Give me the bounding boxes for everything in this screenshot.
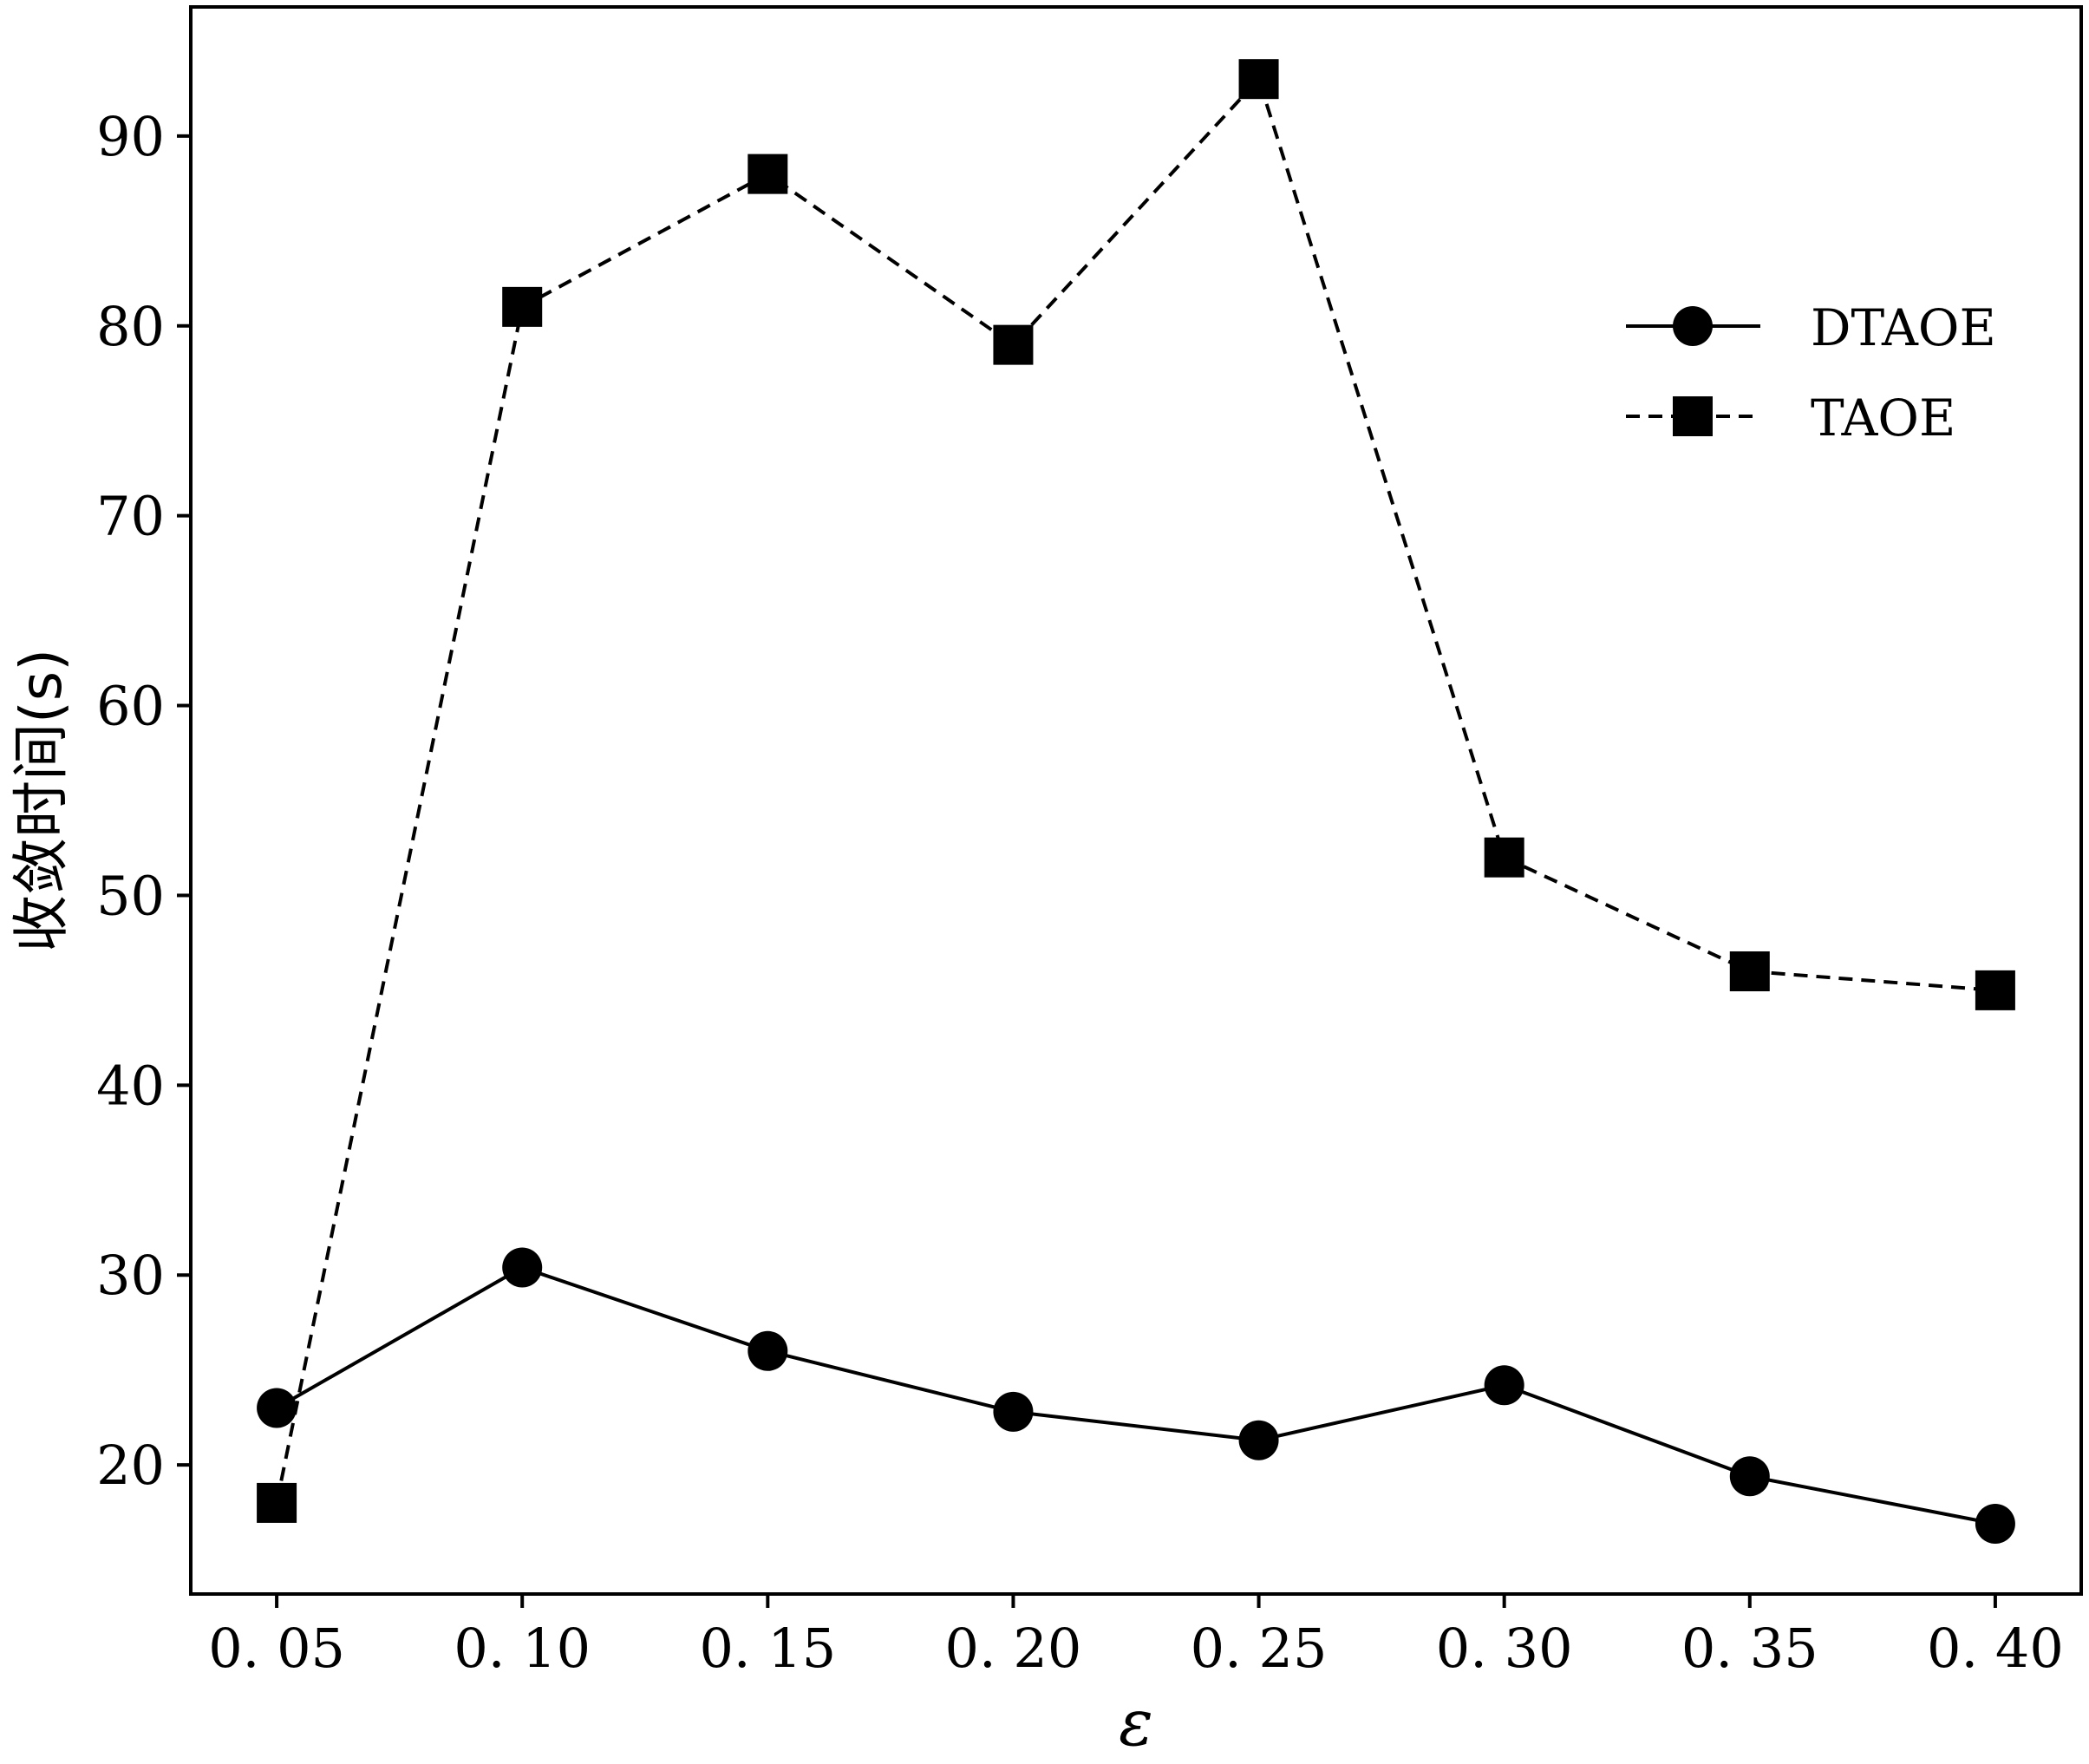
data-point-taoe xyxy=(1484,837,1524,878)
legend-marker-taoe xyxy=(1673,396,1713,436)
data-point-taoe xyxy=(993,324,1034,365)
y-tick-label: 70 xyxy=(96,485,165,548)
data-point-dtaoe xyxy=(1729,1456,1770,1497)
data-point-dtaoe xyxy=(993,1391,1034,1432)
series-layer xyxy=(257,59,2015,1545)
data-point-dtaoe xyxy=(747,1330,788,1371)
data-point-taoe xyxy=(257,1482,297,1523)
x-tick-label: 0. 35 xyxy=(1681,1617,1818,1680)
x-tick-label: 0. 30 xyxy=(1436,1617,1573,1680)
x-axis: 0. 05 0. 10 0. 15 0. 20 0. 25 0. 30 0. 35 0. 40 xyxy=(208,1594,2064,1680)
data-point-dtaoe xyxy=(257,1388,297,1428)
y-tick-label: 60 xyxy=(96,675,165,738)
x-axis-title: ε xyxy=(1119,1686,1153,1761)
series-line-dtaoe xyxy=(276,1265,1996,1526)
x-tick-label: 0. 15 xyxy=(699,1617,836,1680)
x-tick-label: 0. 05 xyxy=(208,1617,345,1680)
series-line-taoe xyxy=(275,75,1996,1504)
y-tick-label: 40 xyxy=(96,1054,165,1117)
x-tick-label: 0. 10 xyxy=(454,1617,591,1680)
y-tick-label: 90 xyxy=(96,105,165,168)
data-point-dtaoe xyxy=(1238,1420,1279,1460)
y-axis-title: 收敛时间(s) xyxy=(8,649,75,952)
data-point-taoe xyxy=(1238,59,1279,100)
legend-label-taoe: TAOE xyxy=(1811,389,1955,448)
data-point-taoe xyxy=(747,154,788,194)
data-point-dtaoe xyxy=(1484,1365,1524,1406)
data-point-dtaoe xyxy=(1975,1504,2015,1545)
y-tick-label: 20 xyxy=(96,1434,165,1497)
legend-marker-dtaoe xyxy=(1673,306,1713,346)
data-point-taoe xyxy=(502,286,543,327)
y-tick-label: 30 xyxy=(96,1244,165,1307)
y-tick-label: 80 xyxy=(96,295,165,358)
legend-label-dtaoe: DTAOE xyxy=(1811,298,1996,357)
data-point-taoe xyxy=(1975,970,2015,1010)
y-tick-label: 50 xyxy=(96,864,165,927)
y-axis: 20 30 40 50 60 70 80 90 xyxy=(96,105,191,1497)
x-tick-label: 0. 25 xyxy=(1191,1617,1328,1680)
plot-frame xyxy=(189,5,2083,1596)
data-point-taoe xyxy=(1729,951,1770,992)
x-tick-label: 0. 40 xyxy=(1927,1617,2064,1680)
data-point-dtaoe xyxy=(502,1247,543,1288)
x-tick-label: 0. 20 xyxy=(945,1617,1082,1680)
legend: DTAOE TAOE xyxy=(1626,298,1996,448)
